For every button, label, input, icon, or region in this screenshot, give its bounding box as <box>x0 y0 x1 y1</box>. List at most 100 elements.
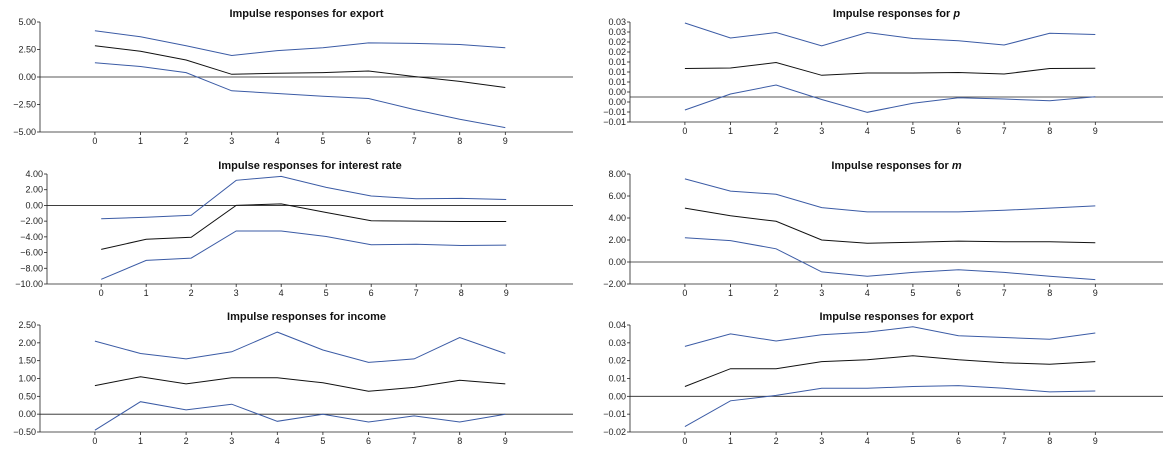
x-tick-label: 6 <box>956 288 961 298</box>
y-tick-label: 5.00 <box>18 17 36 27</box>
x-tick-label: 4 <box>275 436 280 446</box>
y-tick-label: 0.00 <box>608 391 626 401</box>
panel-export-bottom: Impulse responses for export 0.04 0.03 0.0… <box>603 311 1163 446</box>
x-tick-label: 2 <box>774 288 779 298</box>
panel-income: Impulse responses for income 2.50 2.00 1.5… <box>13 311 573 446</box>
x-tick-label: 0 <box>682 126 687 136</box>
y-tick-label: −0.50 <box>13 427 36 437</box>
x-tick-label: 5 <box>910 436 915 446</box>
series-line-lower-band <box>94 62 506 129</box>
x-tick-label: 1 <box>728 288 733 298</box>
x-tick-label: 5 <box>910 126 915 136</box>
y-tick-label: −8.00 <box>20 263 43 273</box>
x-tick-label: 7 <box>1002 126 1007 136</box>
y-tick-label: 0.50 <box>18 391 36 401</box>
panel-p: Impulse responses for p 0.030.030.020.02… <box>603 8 1163 136</box>
y-tick-label: 2.50 <box>18 320 36 330</box>
y-tick-label: 0.01 <box>608 67 626 77</box>
x-tick-label: 5 <box>320 136 325 146</box>
y-tick-label: −0.02 <box>603 427 626 437</box>
chart-title-export-bottom: Impulse responses for export <box>819 311 973 323</box>
x-tick-label: 0 <box>682 288 687 298</box>
series-line-upper-band <box>684 178 1096 213</box>
y-tick-label: −0.01 <box>603 117 626 127</box>
x-tick-label: 0 <box>92 136 97 146</box>
series-line-upper-band <box>684 22 1096 47</box>
x-tick-label: 3 <box>229 436 234 446</box>
x-tick-label: 6 <box>366 136 371 146</box>
x-tick-label: 1 <box>728 126 733 136</box>
x-tick-label: 0 <box>92 436 97 446</box>
y-tick-label: 0.01 <box>608 57 626 67</box>
title-italic-symbol: p <box>952 8 960 20</box>
series-line-lower-band <box>684 84 1096 113</box>
series-line-response <box>684 207 1096 244</box>
y-tick-label: 0.00 <box>18 72 36 82</box>
x-tick-label: 8 <box>457 436 462 446</box>
x-tick-label: 1 <box>144 288 149 298</box>
x-tick-label: 1 <box>138 436 143 446</box>
x-tick-label: 4 <box>865 288 870 298</box>
series-line-response <box>684 355 1096 387</box>
y-tick-label: 0.01 <box>608 77 626 87</box>
y-tick-label: −2.00 <box>20 216 43 226</box>
x-tick-label: 4 <box>279 288 284 298</box>
x-tick-label: 7 <box>1002 436 1007 446</box>
y-tick-label: 8.00 <box>608 169 626 179</box>
x-tick-label: 1 <box>728 436 733 446</box>
x-tick-label: 5 <box>320 436 325 446</box>
y-tick-label: 0.00 <box>608 97 626 107</box>
x-tick-label: 7 <box>412 136 417 146</box>
y-tick-label: 0.00 <box>608 257 626 267</box>
x-tick-label: 6 <box>369 288 374 298</box>
series-line-response <box>94 45 506 88</box>
x-tick-label: 3 <box>819 126 824 136</box>
x-tick-label: 8 <box>1047 126 1052 136</box>
x-tick-label: 8 <box>457 136 462 146</box>
series-line-upper-band <box>101 175 507 220</box>
chart-title-p: Impulse responses for p <box>833 8 960 20</box>
x-tick-label: 9 <box>504 288 509 298</box>
x-tick-label: 8 <box>1047 288 1052 298</box>
y-tick-label: 0.03 <box>608 338 626 348</box>
y-tick-label: 1.00 <box>18 374 36 384</box>
y-tick-label: 0.02 <box>608 356 626 366</box>
y-tick-label: 2.00 <box>18 338 36 348</box>
y-tick-label: 4.00 <box>608 213 626 223</box>
x-tick-label: 8 <box>1047 436 1052 446</box>
x-tick-label: 2 <box>184 136 189 146</box>
x-tick-label: 9 <box>1093 288 1098 298</box>
x-tick-label: 2 <box>184 436 189 446</box>
panel-interest-rate: Impulse responses for interest rate 4.00… <box>15 160 573 298</box>
y-tick-label: 0.00 <box>18 409 36 419</box>
x-tick-label: 3 <box>819 436 824 446</box>
series-line-response <box>101 203 507 250</box>
x-tick-label: 4 <box>275 136 280 146</box>
series-line-lower-band <box>101 230 507 280</box>
y-tick-label: 6.00 <box>608 191 626 201</box>
y-tick-label: 0.02 <box>608 37 626 47</box>
x-tick-label: 4 <box>865 436 870 446</box>
x-tick-label: 0 <box>99 288 104 298</box>
title-italic-symbol: m <box>952 160 962 172</box>
y-tick-label: 2.00 <box>608 235 626 245</box>
x-tick-label: 9 <box>503 136 508 146</box>
series-line-response <box>94 376 506 392</box>
chart-title-interest-rate: Impulse responses for interest rate <box>218 160 401 172</box>
x-tick-label: 9 <box>503 436 508 446</box>
x-tick-label: 8 <box>459 288 464 298</box>
panel-export-top: Impulse responses for export 5.00 2.50 0.0… <box>13 8 573 146</box>
y-tick-label: −4.00 <box>20 232 43 242</box>
series-line-upper-band <box>94 30 506 57</box>
x-tick-label: 7 <box>414 288 419 298</box>
y-tick-label: −5.00 <box>13 127 36 137</box>
series-line-upper-band <box>94 331 506 363</box>
y-tick-label: 0.03 <box>608 27 626 37</box>
series-line-lower-band <box>94 401 506 431</box>
y-tick-label: 0.03 <box>608 17 626 27</box>
x-tick-label: 0 <box>682 436 687 446</box>
series-line-lower-band <box>684 237 1096 281</box>
x-tick-label: 7 <box>1002 288 1007 298</box>
y-tick-label: −10.00 <box>15 279 43 289</box>
x-tick-label: 3 <box>234 288 239 298</box>
